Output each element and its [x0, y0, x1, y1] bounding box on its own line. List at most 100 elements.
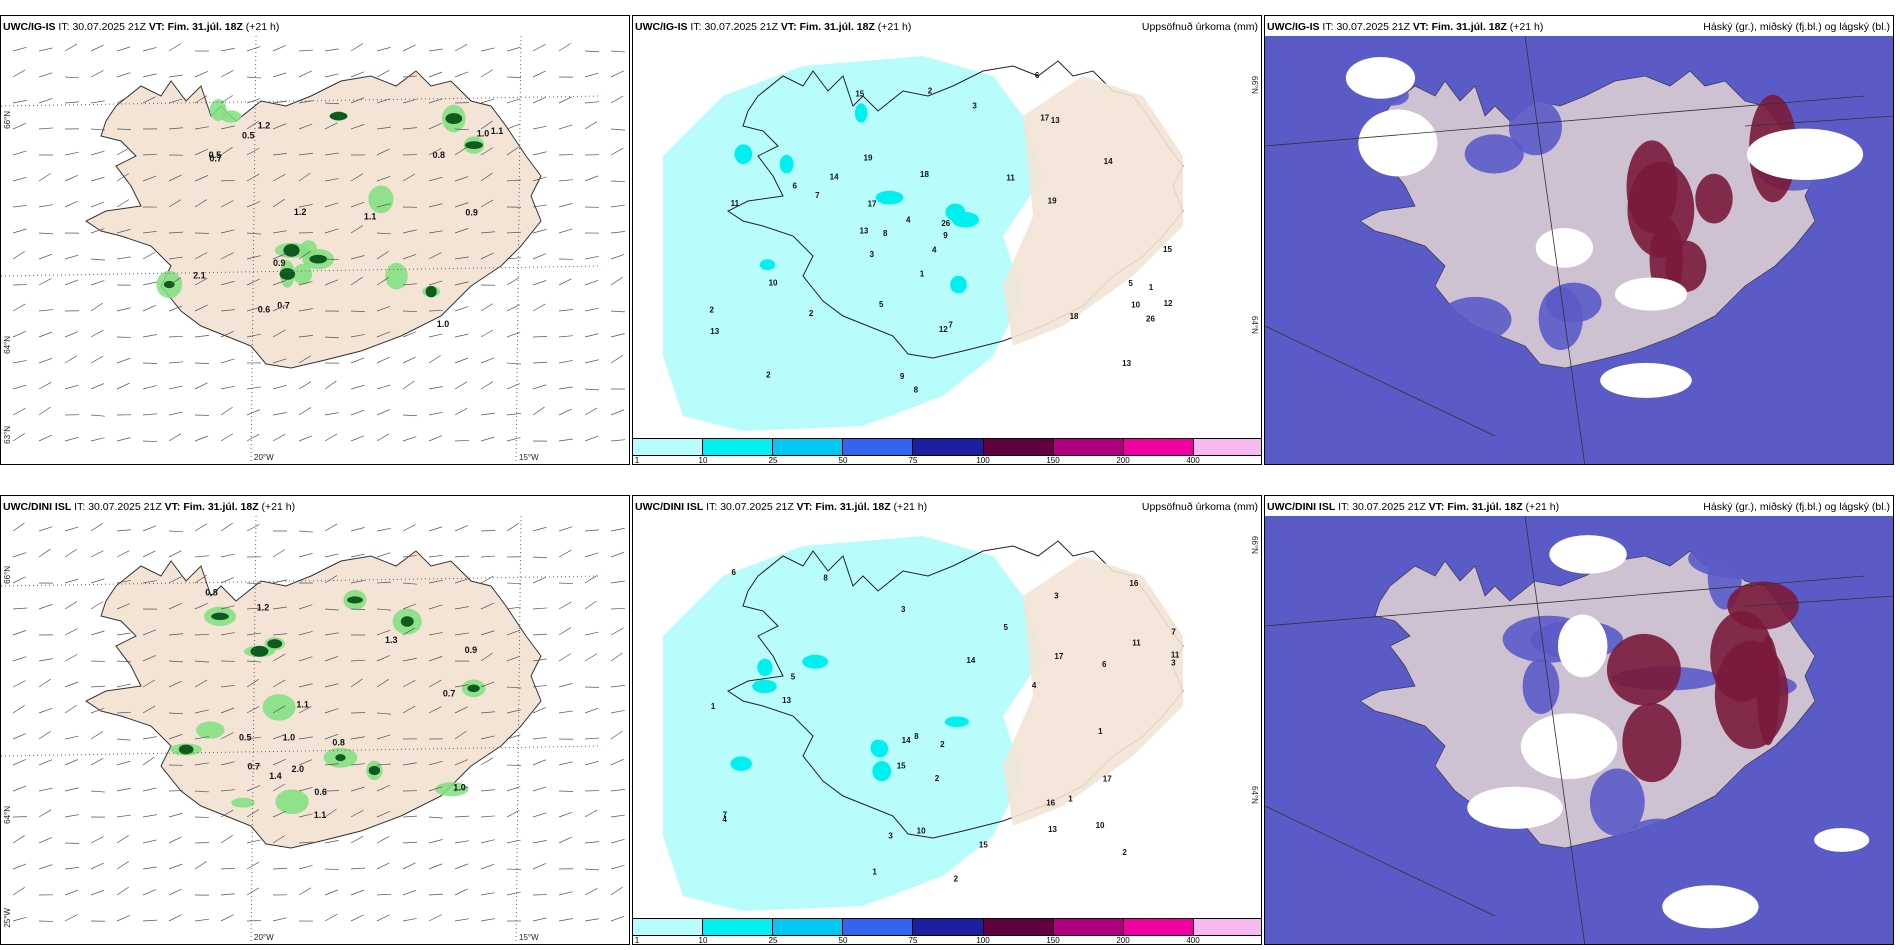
wind-barb — [480, 652, 493, 662]
wind-barb — [272, 733, 287, 740]
colorbar-segment — [913, 439, 984, 455]
wind-barb — [454, 256, 469, 260]
wind-barb — [12, 176, 27, 182]
wind-barb — [610, 627, 624, 636]
wind-barb — [428, 48, 443, 52]
wind-value: 1.0 — [453, 783, 466, 793]
wind-barb — [506, 231, 521, 234]
wind-barb — [90, 176, 105, 182]
wind-barb — [194, 555, 209, 558]
lead-time: (+21 h) — [1509, 21, 1544, 33]
graticule-line — [1, 575, 602, 587]
wind-barb — [168, 734, 183, 740]
wind-value: 0.8 — [332, 738, 345, 748]
wind-barb — [168, 914, 182, 922]
wind-barb — [246, 839, 261, 844]
wind-barb — [402, 582, 417, 585]
mid-cloud — [1632, 818, 1686, 841]
wind-barb — [558, 891, 573, 896]
wind-value: 0.8 — [432, 150, 445, 160]
gust-area — [293, 263, 313, 285]
wind-barb — [532, 44, 546, 52]
wind-barb — [298, 308, 313, 312]
wind-barb — [246, 736, 261, 740]
wind-value: 0.9 — [465, 645, 478, 655]
wind-barb — [584, 868, 599, 871]
clear-sky — [1662, 885, 1759, 929]
init-time: 30.07.2025 21Z — [72, 21, 146, 33]
wind-barb — [64, 384, 79, 390]
wind-barb — [480, 918, 495, 922]
mid-cloud — [1346, 369, 1433, 425]
wind-barb — [116, 760, 131, 766]
wind-barb — [350, 678, 363, 688]
wind-barb — [350, 914, 364, 922]
precip-value: 17 — [1040, 113, 1049, 122]
precip-value: 4 — [1032, 681, 1037, 690]
wind-barb — [584, 918, 599, 922]
precip-value: 8 — [823, 574, 828, 583]
wind-barb — [532, 685, 547, 688]
wind-barb — [480, 839, 495, 844]
precip-value: 2 — [940, 740, 945, 749]
wind-barb — [350, 276, 363, 286]
wind-barb — [402, 680, 416, 688]
wind-barb — [610, 652, 623, 662]
precip-value: 18 — [920, 170, 929, 179]
wind-barb — [142, 919, 157, 922]
colorbar-segment — [633, 439, 704, 455]
wind-barb — [168, 680, 182, 688]
wind-barb — [428, 176, 443, 182]
wind-barb — [272, 45, 286, 52]
mid-cloud — [1323, 248, 1429, 271]
wind-barb — [558, 335, 573, 338]
precip-area-mid — [802, 654, 829, 669]
wind-barb — [584, 600, 597, 610]
wind-barb — [480, 815, 495, 818]
wind-barb — [506, 383, 521, 390]
colorbar-segment — [983, 439, 1054, 455]
wind-barb — [142, 787, 157, 792]
wind-barb — [194, 790, 209, 793]
wind-barb — [454, 306, 469, 312]
wind-barb — [350, 255, 365, 260]
lead-time: (+21 h) — [877, 21, 912, 33]
wind-barb — [402, 436, 417, 442]
wind-barb — [584, 255, 599, 260]
wind-barb — [428, 252, 442, 260]
wind-barb — [142, 655, 157, 662]
wind-barb — [38, 678, 51, 688]
wind-barb — [532, 384, 547, 390]
wind-barb — [246, 660, 261, 663]
precip-value: 6 — [1102, 660, 1107, 669]
mid-cloud — [1453, 377, 1499, 430]
wind-barb — [350, 763, 365, 766]
lead-time: (+21 h) — [893, 501, 928, 513]
wind-barb — [532, 229, 547, 234]
wind-barb — [402, 555, 417, 558]
wind-barb — [64, 704, 77, 714]
colorbar-segment — [633, 919, 704, 935]
wind-barb — [610, 70, 624, 78]
wind-barb — [12, 733, 27, 740]
wind-barb — [454, 407, 468, 416]
wind-barb — [142, 73, 157, 78]
wind-barb — [246, 524, 260, 532]
wind-barb — [194, 126, 209, 130]
wind-barb — [558, 918, 573, 922]
wind-barb — [480, 172, 493, 182]
cloud-panel-top: UWC/IG-IS IT: 30.07.2025 21Z VT: Fim. 31… — [1264, 15, 1894, 465]
wind-barb — [558, 653, 572, 662]
wind-barb — [12, 433, 25, 442]
wind-barb — [532, 607, 547, 610]
wind-barb — [558, 124, 573, 130]
wind-barb — [38, 787, 53, 792]
wind-barb — [142, 153, 157, 156]
colorbar-tick: 150 — [1046, 456, 1060, 465]
wind-barb — [168, 174, 182, 182]
wind-barb — [402, 524, 416, 532]
wind-barb — [610, 915, 625, 922]
model-name: UWC/DINI ISL — [635, 501, 704, 513]
wind-barb — [532, 96, 546, 104]
wind-barb — [480, 381, 494, 390]
